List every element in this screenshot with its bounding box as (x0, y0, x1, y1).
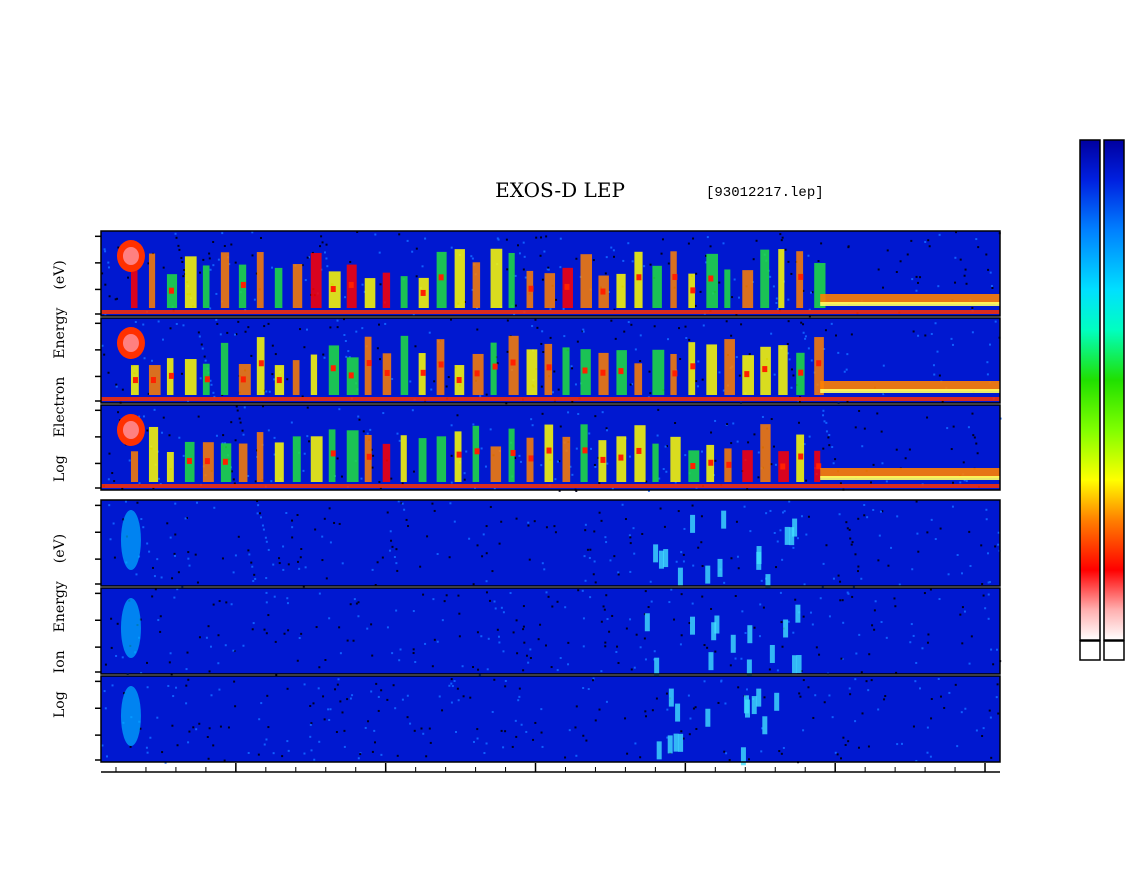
y-axis-title-word: Log (52, 691, 68, 718)
ion-panel-1 (100, 499, 1001, 593)
y-axis-title-word: Electron (52, 376, 68, 438)
ion-panel-3 (100, 675, 1001, 766)
ion-panel-2 (100, 587, 1002, 678)
electron-panel-1 (100, 230, 1001, 318)
electron-y-axis-title: Log Electron Energy (eV) (52, 242, 68, 482)
ion-y-axis-title: Log Ion Energy (eV) (52, 516, 68, 718)
electron-panel-2 (100, 317, 1001, 405)
file-id: [93012217.lep] (706, 185, 824, 201)
electron-panel-3 (100, 404, 1002, 492)
y-axis-title-word: Energy (52, 581, 68, 633)
y-axis-title-word: (eV) (52, 533, 68, 564)
y-axis-title-word: Log (52, 455, 68, 482)
y-axis-title-word: Energy (52, 307, 68, 359)
chart-title: EXOS-D LEP (495, 178, 625, 202)
y-axis-title-word: (eV) (52, 260, 68, 290)
y-axis-title-word: Ion (52, 650, 68, 674)
colorbar-electron (1079, 139, 1101, 641)
colorbar-ion (1103, 139, 1125, 641)
